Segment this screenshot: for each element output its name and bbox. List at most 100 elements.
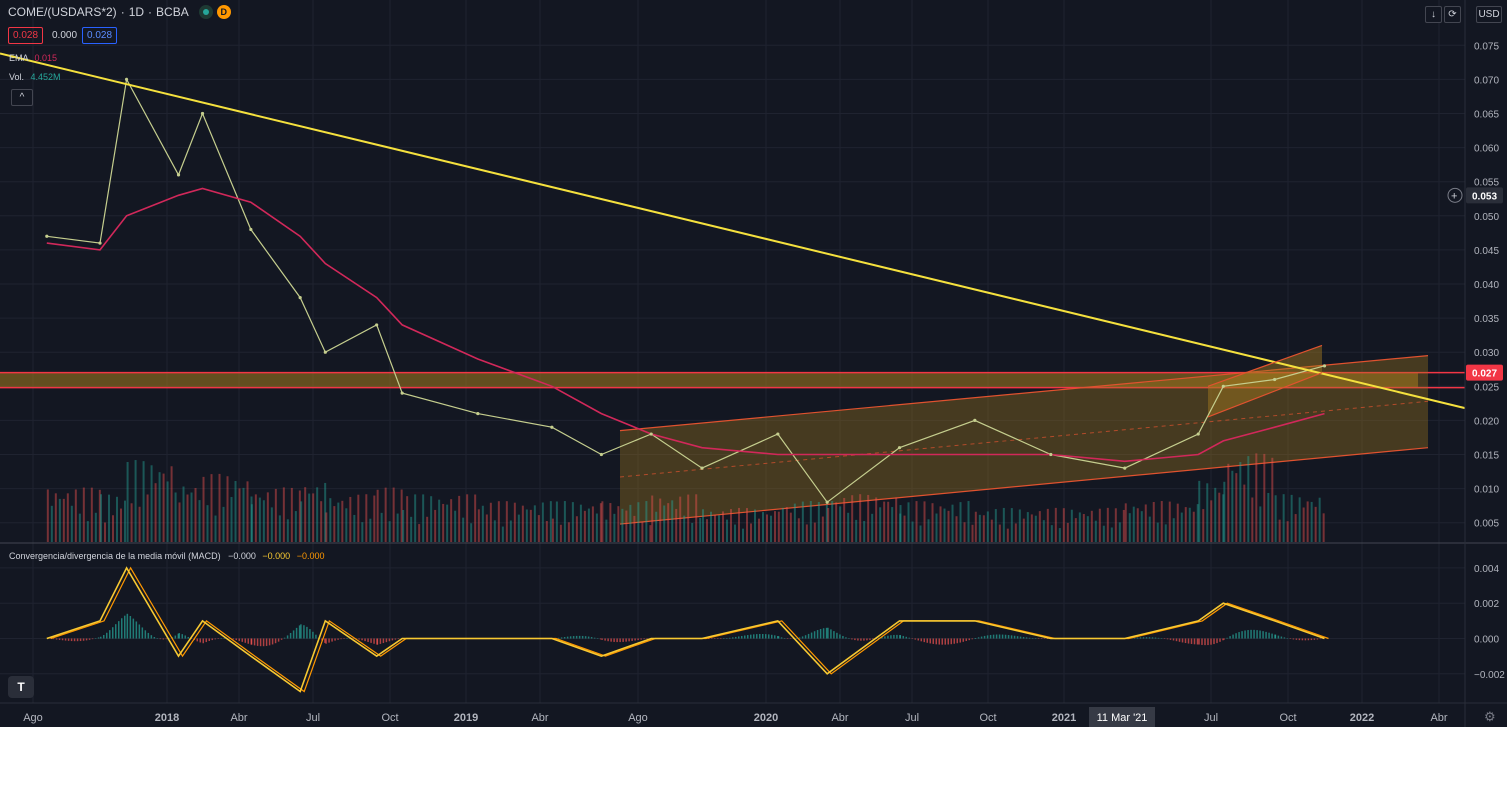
macd-histogram-bar <box>819 629 822 639</box>
volume-bar <box>90 487 93 542</box>
macd-histogram-bar <box>364 638 366 642</box>
volume-bar <box>316 487 319 542</box>
collapse-legend-button[interactable]: ^ <box>11 89 33 106</box>
volume-bar <box>474 494 477 542</box>
volume-bar <box>58 498 61 542</box>
price-point <box>1221 384 1225 388</box>
price-point <box>1322 364 1327 368</box>
volume-bar <box>982 515 985 542</box>
ask-price[interactable]: 0.028 <box>82 27 118 44</box>
macd-histogram-bar <box>726 638 728 639</box>
volume-bar <box>430 496 433 542</box>
current-price-tag <box>1466 187 1503 204</box>
macd-histogram-bar <box>115 624 117 639</box>
macd-histogram-bar <box>929 638 932 644</box>
volume-bar <box>1218 492 1221 542</box>
macd-histogram-bar <box>1133 637 1136 639</box>
volume-legend[interactable]: Vol. 4.452M <box>9 72 61 82</box>
macd-histogram-bar <box>340 638 342 640</box>
macd-histogram-bar <box>385 638 388 643</box>
macd-histogram-bar <box>202 638 205 644</box>
volume-bar <box>667 503 670 542</box>
macd-histogram-bar <box>124 615 126 639</box>
chart-root[interactable]: 0.075 0.070 0.065 0.060 0.055 0.050 0.045 0.040… <box>0 0 1507 727</box>
macd-histogram-bar <box>382 638 385 644</box>
volume-bar <box>899 505 902 542</box>
macd-histogram-bar <box>147 632 150 639</box>
volume-bar <box>1132 506 1135 542</box>
volume-bar <box>863 520 866 542</box>
volume-bar <box>777 511 780 542</box>
macd-histogram-bar <box>1016 636 1019 639</box>
macd-histogram-bar <box>73 638 76 642</box>
volume-bar <box>422 494 425 542</box>
price-point <box>550 425 554 429</box>
volume-bar <box>458 495 461 542</box>
channel-upper <box>619 355 1429 432</box>
macd-histogram-bar <box>328 638 330 643</box>
market-status-icon[interactable] <box>198 5 213 19</box>
volume-bar <box>801 501 804 542</box>
price-point <box>98 241 102 245</box>
download-button[interactable]: ↓ <box>1425 6 1442 23</box>
macd-histogram-bar <box>741 635 743 639</box>
macd-histogram-bar <box>711 638 713 639</box>
volume-bar <box>963 522 966 542</box>
macd-histogram-bar <box>842 635 844 639</box>
volume-bar <box>1192 511 1195 542</box>
macd-histogram-bar <box>1028 637 1031 639</box>
price-series <box>45 77 1327 504</box>
price-point <box>400 391 404 395</box>
ema-legend[interactable]: EMA 0.015 <box>9 53 57 63</box>
bid-price[interactable]: 0.028 <box>8 27 44 44</box>
macd-histogram-bar <box>935 638 938 645</box>
symbol-name[interactable]: COME/(USDARS*2) <box>8 5 117 19</box>
macd-histogram-bar <box>631 638 633 641</box>
volume-bar <box>54 493 57 542</box>
volume-bar <box>1160 501 1163 542</box>
volume-bar <box>947 510 950 542</box>
volume-bar <box>835 502 838 542</box>
volume-bar <box>1180 512 1183 542</box>
macd-histogram-bar <box>1160 638 1163 639</box>
macd-tick-label: −0.002 <box>1474 670 1505 681</box>
status-badge[interactable]: D <box>216 5 231 19</box>
price-tick-label: 0.005 <box>1474 519 1499 530</box>
volume-bar <box>170 466 173 542</box>
settings-gear-icon[interactable]: ⚙ <box>1484 709 1496 724</box>
macd-histogram-bar <box>174 635 177 639</box>
macd-histogram-bar <box>839 634 841 639</box>
macd-histogram-bar <box>1265 631 1267 639</box>
volume-bar <box>130 503 133 542</box>
macd-histogram-bar <box>977 637 980 639</box>
macd-histogram-bar <box>857 638 859 641</box>
macd-histogram-bar <box>974 638 977 639</box>
macd-histogram-bar <box>995 634 998 639</box>
macd-histogram-bar <box>1319 638 1322 640</box>
volume-bar <box>633 515 636 542</box>
volume-bar <box>617 506 620 542</box>
volume-bar <box>112 515 114 542</box>
macd-histogram-bar <box>1163 638 1166 639</box>
volume-bar <box>738 507 740 542</box>
chart-canvas[interactable]: 0.075 0.070 0.065 0.060 0.055 0.050 0.045 0.040… <box>0 0 1507 727</box>
refresh-button[interactable]: ⟳ <box>1444 6 1461 23</box>
volume-bar <box>629 504 632 542</box>
macd-histogram-bar <box>863 638 865 641</box>
macd-histogram-bar <box>590 637 593 639</box>
volume-bar <box>785 507 788 542</box>
macd-legend[interactable]: Convergencia/divergencia de la media móv… <box>9 551 324 561</box>
channel-lower <box>619 447 1429 525</box>
macd-histogram-bar <box>141 627 144 639</box>
tradingview-logo[interactable]: T <box>8 676 34 698</box>
volume-bar <box>793 503 796 542</box>
macd-histogram-bar <box>211 638 214 641</box>
interval-label[interactable]: 1D <box>128 5 145 19</box>
volume-bar <box>466 494 469 542</box>
volume-bar <box>349 496 352 542</box>
macd-histogram-bar <box>625 638 627 642</box>
currency-button[interactable]: USD <box>1476 6 1502 23</box>
macd-histogram-bar <box>324 638 326 643</box>
wedge-lower <box>1207 372 1323 418</box>
volume-bar <box>294 511 297 542</box>
